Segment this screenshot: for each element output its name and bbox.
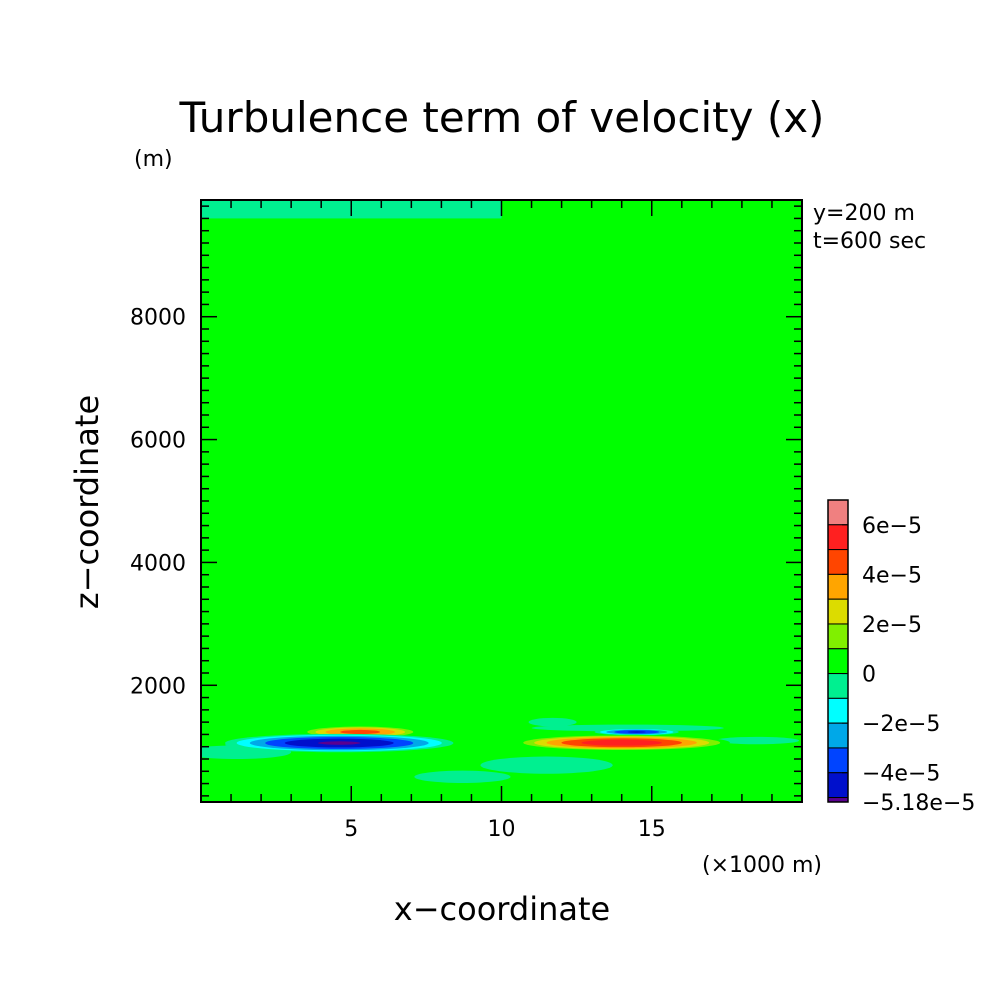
colorbar-swatch-2	[827, 549, 849, 575]
colorbar-swatch-3	[827, 573, 849, 600]
colorbar-label: 6e−5	[862, 514, 922, 539]
axis-ticks	[200, 200, 803, 802]
contour-feature-10-level-0	[480, 756, 613, 774]
colorbar-swatch-7	[827, 673, 849, 699]
colorbar-swatch-1	[827, 524, 849, 551]
colorbar-swatch-0	[827, 499, 849, 526]
colorbar-label: 2e−5	[862, 613, 922, 638]
y-axis-label: z−coordinate	[68, 395, 106, 609]
y-tick-label: 4000	[130, 551, 186, 576]
contour-feature-5-level-0	[528, 717, 577, 727]
colorbar-swatch-8	[827, 697, 849, 724]
contour-feature-9-level-5	[581, 739, 662, 746]
x-tick-label: 5	[344, 817, 358, 842]
contour-feature-6-level-0	[531, 724, 724, 732]
field-background	[201, 200, 802, 802]
y-tick-label: 8000	[130, 306, 186, 331]
colorbar-swatch-5	[827, 623, 849, 650]
chart-title: Turbulence term of velocity (x)	[179, 93, 825, 142]
x-tick-labels: 5 10 15	[344, 817, 666, 842]
y-unit-label: (m)	[134, 147, 173, 172]
colorbar-label: −5.18e−5	[862, 791, 975, 816]
contour-feature-11-level-0	[414, 770, 511, 783]
x-unit-label: (×1000 m)	[702, 853, 822, 878]
colorbar-label: −2e−5	[862, 712, 940, 737]
colorbar-swatch-6	[827, 648, 849, 675]
contour-feature-8-level-0	[714, 736, 799, 745]
colorbar-swatch-11	[827, 772, 849, 799]
y-tick-labels: 2000 4000 6000 8000	[130, 306, 186, 700]
colorbar-label: 4e−5	[862, 563, 922, 588]
annotation-y: y=200 m	[813, 201, 915, 226]
colorbar-swatch-10	[827, 747, 849, 774]
y-tick-label: 6000	[130, 429, 186, 454]
colorbar-frame	[827, 499, 849, 803]
colorbar-swatch-9	[827, 722, 849, 749]
contour-feature-7-level-4	[627, 731, 646, 733]
contour-feature-4-level-5	[317, 741, 361, 745]
colorbar-label: 0	[862, 663, 876, 688]
x-tick-label: 10	[488, 817, 516, 842]
colorbar-label: −4e−5	[862, 762, 940, 787]
x-axis-label: x−coordinate	[394, 890, 610, 928]
y-tick-label: 2000	[130, 674, 186, 699]
colorbar: 6e−5 4e−5 2e−5 0 −2e−5 −4e−5 −5.18e−5	[827, 499, 975, 816]
colorbar-swatch-4	[827, 598, 849, 625]
annotation-t: t=600 sec	[813, 229, 926, 254]
contour-field	[201, 200, 802, 802]
contour-feature-1-level-4	[340, 729, 381, 735]
x-tick-label: 15	[638, 817, 666, 842]
